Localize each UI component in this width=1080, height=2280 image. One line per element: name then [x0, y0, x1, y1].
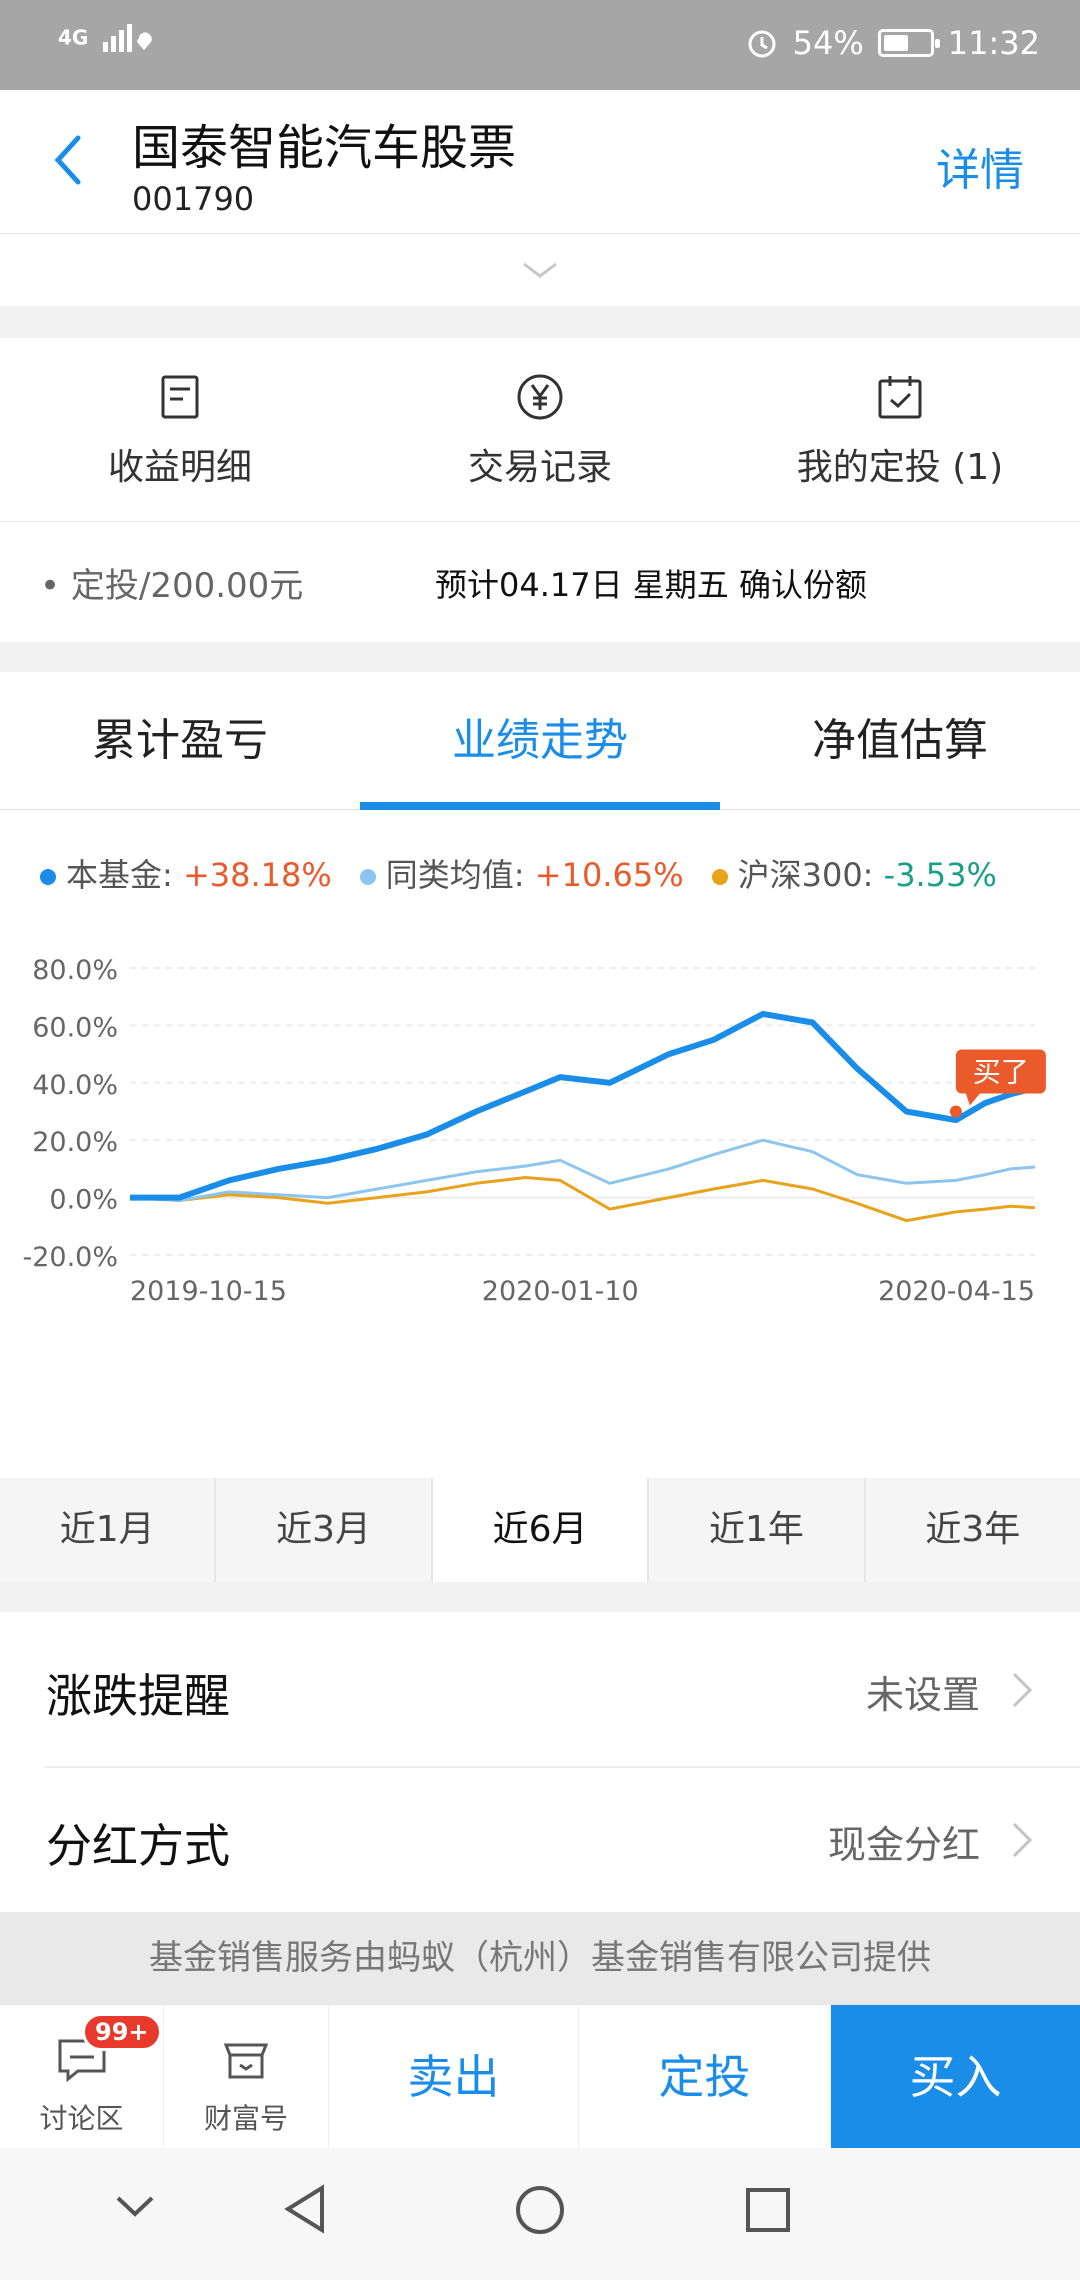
series-line-peer — [129, 1138, 1036, 1202]
yuan-circle-icon — [517, 374, 563, 420]
sell-button[interactable]: 卖出 — [328, 2005, 578, 2149]
status-bar: 4G 54% 11:32 — [0, 0, 1080, 90]
legend-value-fund: +38.18% — [182, 856, 332, 894]
system-nav-bar — [0, 2148, 1080, 2280]
period-1m[interactable]: 近1月 — [0, 1478, 217, 1582]
status-right: 54% 11:32 — [745, 24, 1040, 62]
price-alert-label: 涨跌提醒 — [46, 1669, 230, 1723]
active-tab-indicator — [360, 802, 720, 810]
chevron-right-icon — [1012, 1822, 1033, 1858]
x-tick-label: 2020-01-10 — [482, 1276, 639, 1307]
tab-performance[interactable]: 业绩走势 — [452, 715, 628, 766]
x-tick-label: 2019-10-15 — [130, 1276, 287, 1307]
period-3y[interactable]: 近3年 — [925, 1509, 1021, 1550]
legend-value-index: -3.53% — [883, 856, 997, 894]
y-tick-label: 60.0% — [32, 1012, 118, 1043]
auto-invest-button[interactable]: 定投 — [578, 2005, 830, 2149]
app-header: 国泰智能汽车股票 001790 详情 — [0, 90, 1080, 234]
chevron-right-icon — [1012, 1672, 1033, 1708]
unread-badge: 99+ — [82, 2013, 162, 2051]
x-tick-label: 2020-04-15 — [878, 1276, 1035, 1307]
divider — [44, 1766, 1080, 1768]
price-alert-value: 未设置 — [865, 1673, 980, 1717]
trade-record-label: 交易记录 — [467, 447, 612, 488]
chevron-down-icon — [523, 262, 557, 278]
y-tick-label: 0.0% — [49, 1185, 118, 1216]
chart-legend: 本基金: +38.18% 同类均值: +10.65% 沪深300: -3.53% — [40, 850, 997, 896]
period-3m[interactable]: 近3月 — [216, 1478, 433, 1582]
legend-name-index: 沪深300: — [737, 856, 874, 894]
my-plan-button[interactable]: 我的定投 (1) — [720, 338, 1080, 522]
discussion-label: 讨论区 — [39, 2102, 124, 2135]
legend-dot-fund — [40, 869, 56, 885]
series-line-fund — [130, 1010, 1036, 1201]
document-icon — [161, 375, 199, 419]
network-type: 4G — [58, 25, 89, 50]
buy-button[interactable]: 买入 — [830, 2005, 1080, 2149]
fund-settings: 涨跌提醒 未设置 分红方式 现金分红 — [0, 1612, 1080, 1912]
price-alert-row[interactable]: 涨跌提醒 未设置 — [0, 1612, 1080, 1762]
my-plan-label: 我的定投 (1) — [796, 447, 1004, 488]
tab-cumulative-pnl[interactable]: 累计盈亏 — [92, 715, 268, 766]
income-detail-label: 收益明细 — [107, 447, 252, 488]
period-selector: 近1月 近3月 近6月 近1年 近3年 — [0, 1478, 1080, 1582]
legend-dot-index — [711, 869, 728, 885]
plan-amount: • 定投/200.00元 — [40, 566, 304, 606]
bottom-action-bar: 99+ 讨论区 财富号 卖出 定投 买入 — [0, 2004, 1080, 2149]
provider-note: 基金销售服务由蚂蚁（杭州）基金销售有限公司提供 — [0, 1912, 1080, 2004]
recent-apps-icon[interactable] — [744, 2186, 792, 2234]
battery-icon — [877, 29, 940, 57]
tab-nav-estimate[interactable]: 净值估算 — [812, 715, 988, 766]
legend-dot-peer — [359, 869, 376, 885]
clock: 11:32 — [947, 24, 1040, 62]
legend-value-peer: +10.65% — [534, 856, 684, 894]
fund-name: 国泰智能汽车股票 — [132, 120, 517, 176]
calendar-check-icon — [878, 376, 922, 419]
buy-marker-pointer — [965, 1093, 980, 1106]
y-tick-label: 20.0% — [32, 1127, 118, 1158]
detail-link[interactable]: 详情 — [936, 145, 1024, 196]
expand-toggle[interactable] — [0, 234, 1080, 306]
income-detail-button[interactable]: 收益明细 — [0, 338, 360, 522]
y-tick-label: 80.0% — [32, 955, 118, 986]
legend-name-peer: 同类均值: — [385, 856, 525, 894]
alarm-icon — [748, 30, 776, 58]
buy-marker-flag — [955, 1049, 1046, 1094]
wealth-label: 财富号 — [203, 2102, 288, 2135]
quick-actions: 收益明细 交易记录 我的定投 (1) — [0, 338, 1080, 522]
plan-confirm-date: 预计04.17日 星期五 确认份额 — [435, 566, 867, 604]
chevron-left-icon — [54, 135, 81, 185]
back-button[interactable] — [48, 130, 88, 194]
trade-record-button[interactable]: 交易记录 — [360, 338, 720, 522]
back-triangle-icon[interactable] — [282, 2184, 328, 2234]
chevron-down-icon[interactable] — [112, 2192, 158, 2222]
signal-icon: 4G — [58, 22, 155, 56]
discussion-button[interactable]: 99+ 讨论区 — [0, 2005, 164, 2149]
legend-item-peer: 同类均值: +10.65% — [359, 850, 684, 896]
battery-percent: 54% — [792, 24, 864, 62]
chart-tabs: 累计盈亏 业绩走势 净值估算 — [0, 672, 1080, 810]
plan-info[interactable]: • 定投/200.00元 预计04.17日 星期五 确认份额 — [0, 522, 1080, 642]
legend-item-fund: 本基金: +38.18% — [40, 850, 332, 896]
legend-name-fund: 本基金: — [66, 856, 173, 894]
y-tick-label: -20.0% — [22, 1242, 118, 1273]
buy-marker-dot — [949, 1105, 962, 1118]
buy-marker-label: 买了 — [973, 1056, 1029, 1089]
series-line-index — [129, 1176, 1036, 1223]
performance-chart-panel: 本基金: +38.18% 同类均值: +10.65% 沪深300: -3.53%… — [0, 810, 1080, 1478]
legend-item-index: 沪深300: -3.53% — [711, 850, 997, 896]
fund-code: 001790 — [132, 180, 255, 218]
dividend-label: 分红方式 — [46, 1819, 230, 1873]
period-6m[interactable]: 近6月 — [432, 1478, 650, 1582]
home-circle-icon[interactable] — [514, 2184, 566, 2236]
y-tick-label: 40.0% — [32, 1070, 118, 1101]
dividend-row[interactable]: 分红方式 现金分红 — [0, 1762, 1080, 1912]
dividend-value: 现金分红 — [827, 1823, 980, 1867]
wealth-button[interactable]: 财富号 — [164, 2005, 328, 2149]
period-1y[interactable]: 近1年 — [649, 1478, 866, 1582]
line-chart[interactable]: 80.0% 60.0% 40.0% 20.0% 0.0% -20.0% 2019-10-15… — [0, 810, 1080, 1478]
shop-icon — [223, 2043, 269, 2079]
